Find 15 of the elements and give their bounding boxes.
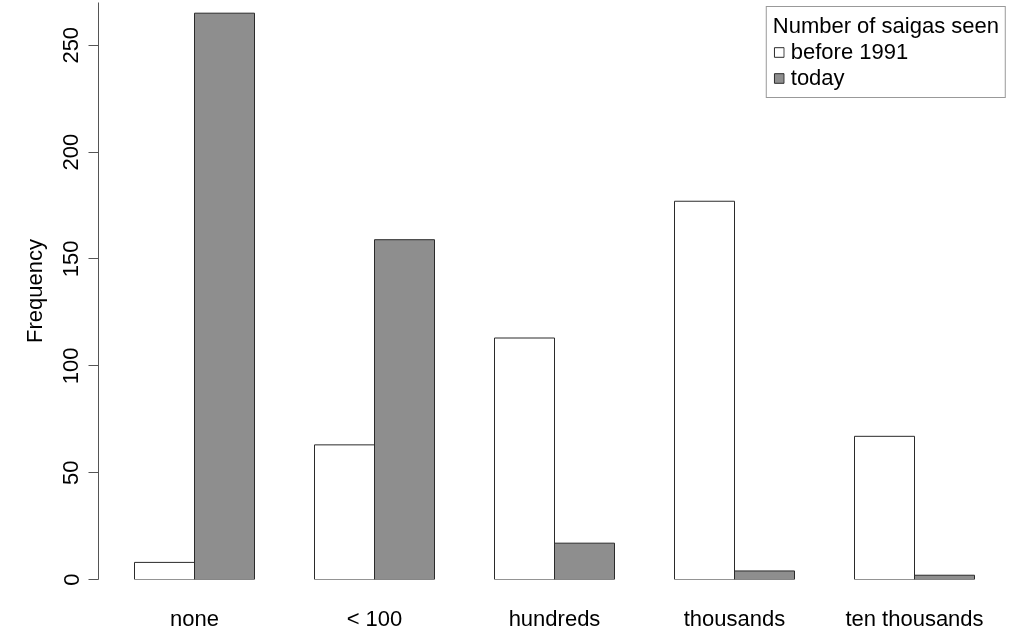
x-tick-label: thousands	[683, 605, 786, 631]
y-tick-label: 100	[58, 347, 84, 385]
y-axis-title: Frequency	[21, 239, 47, 343]
legend-label: before 1991	[790, 39, 909, 65]
legend-title: Number of saigas seen	[772, 13, 999, 39]
x-tick-label: hundreds	[508, 605, 601, 631]
y-tick-label: 150	[58, 240, 84, 278]
y-tick-label: 50	[58, 460, 84, 485]
x-tick-label: ten thousands	[845, 605, 984, 631]
legend-label: today	[790, 65, 845, 91]
x-tick-label: none	[170, 605, 219, 631]
y-tick-label: 0	[58, 573, 84, 586]
x-tick-label: < 100	[346, 605, 403, 631]
y-tick-label: 250	[58, 26, 84, 64]
y-tick-label: 200	[58, 133, 84, 171]
